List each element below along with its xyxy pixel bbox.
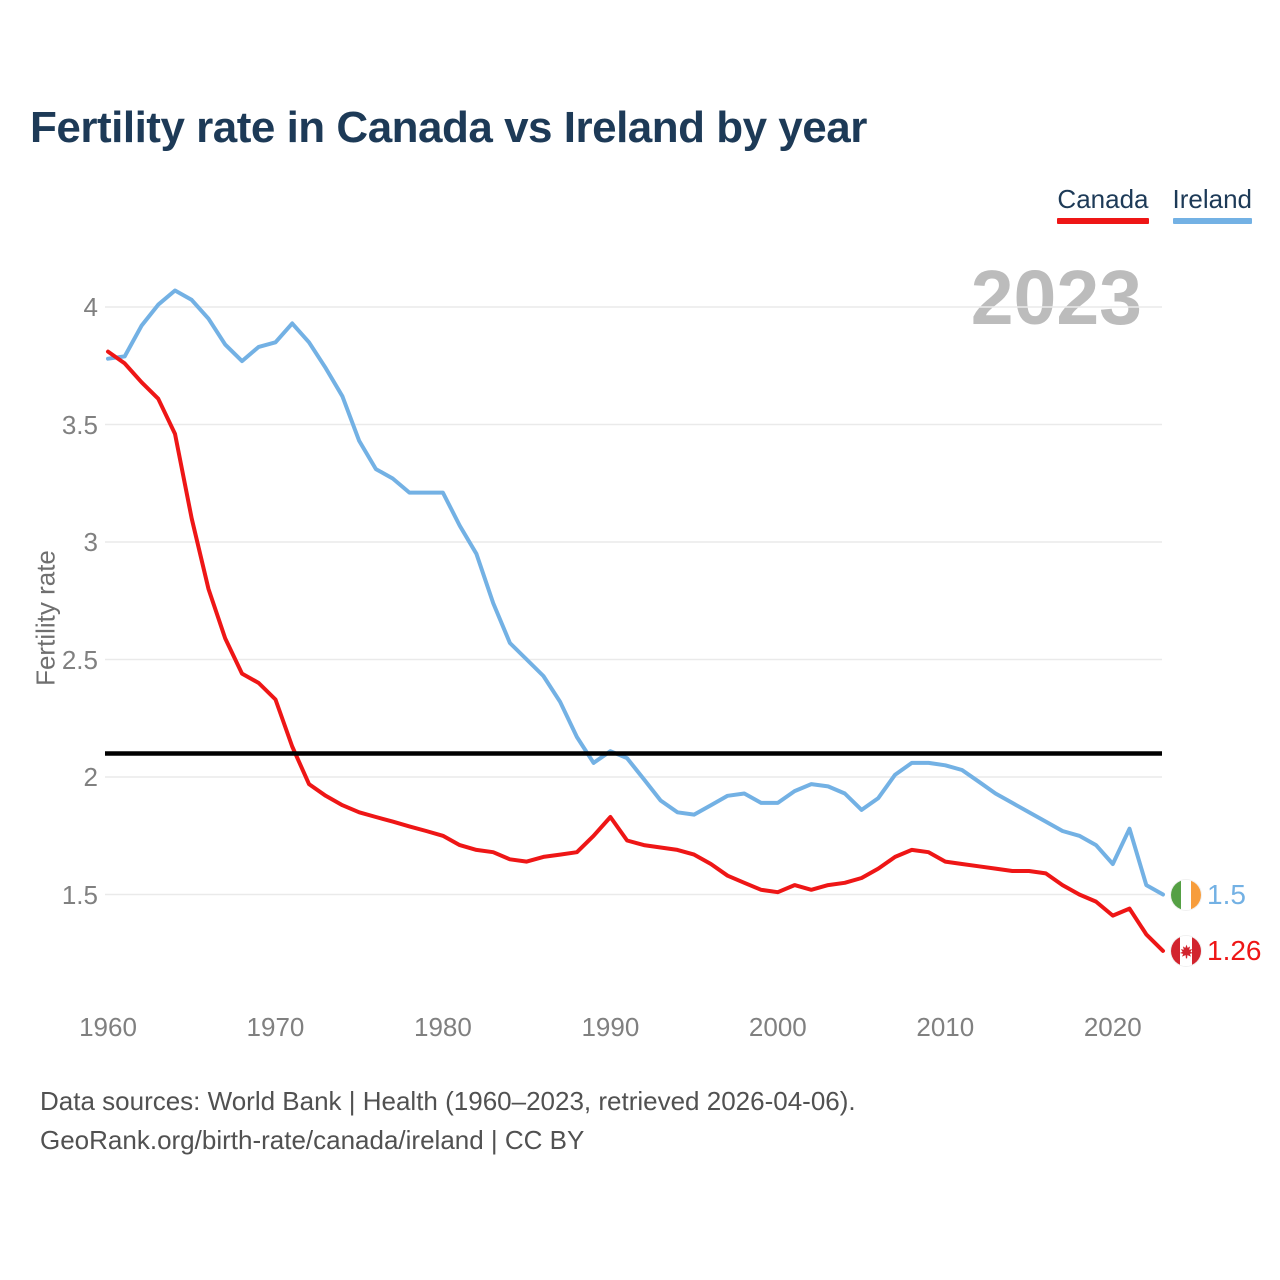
- y-tick-2: 2: [83, 762, 98, 792]
- x-tick-1970: 1970: [246, 1012, 305, 1042]
- year-watermark: 2023: [970, 255, 1142, 341]
- ireland-flag-icon: [1171, 880, 1201, 910]
- legend-swatch-ireland: [1172, 217, 1252, 224]
- y-tick-1.5: 1.5: [61, 879, 98, 910]
- data-sources-note: Data sources: World Bank | Health (1960–…: [40, 1082, 856, 1160]
- canada-flag-icon: [1171, 936, 1201, 966]
- data-sources-line: Data sources: World Bank | Health (1960–…: [40, 1086, 856, 1116]
- y-tick-3: 3: [83, 527, 98, 557]
- x-tick-1980: 1980: [413, 1012, 472, 1042]
- x-tick-2000: 2000: [748, 1012, 807, 1042]
- series-line-ireland: [106, 288, 1165, 897]
- legend-item-canada[interactable]: Canada: [1057, 184, 1149, 224]
- legend: Canada Ireland: [1057, 185, 1252, 224]
- y-tick-3.5: 3.5: [61, 409, 98, 440]
- maple-leaf-icon: [1179, 944, 1193, 958]
- legend-label-canada: Canada: [1057, 184, 1149, 214]
- series-line-canada: [106, 349, 1165, 953]
- legend-label-ireland: Ireland: [1172, 184, 1253, 214]
- y-tick-4: 4: [83, 292, 98, 322]
- ireland-final-value: 1.5: [1207, 879, 1246, 910]
- x-tick-1960: 1960: [79, 1012, 137, 1042]
- x-tick-2010: 2010: [916, 1012, 975, 1042]
- canada-final-value: 1.26: [1207, 935, 1262, 966]
- legend-item-ireland[interactable]: Ireland: [1172, 184, 1253, 224]
- x-tick-2020: 2020: [1083, 1012, 1142, 1042]
- page-title: Fertility rate in Canada vs Ireland by y…: [30, 103, 867, 152]
- x-tick-1990: 1990: [581, 1012, 640, 1042]
- legend-swatch-canada: [1057, 217, 1149, 224]
- attribution-line: GeoRank.org/birth-rate/canada/ireland | …: [40, 1125, 585, 1155]
- y-tick-2.5: 2.5: [61, 644, 98, 675]
